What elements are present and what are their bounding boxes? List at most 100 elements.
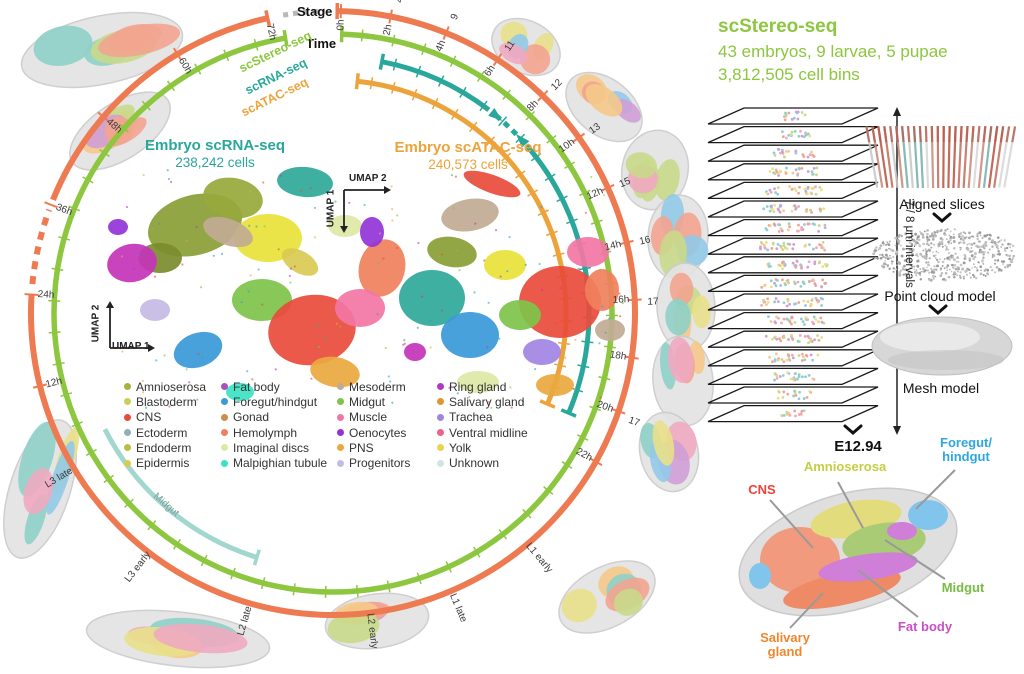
step-aligned-slices: Aligned slices bbox=[899, 196, 985, 212]
step-point-cloud: Point cloud model bbox=[884, 288, 996, 304]
legend-dot-icon bbox=[337, 459, 344, 467]
embryo-model bbox=[491, 17, 561, 77]
legend-label: Endoderm bbox=[136, 440, 192, 455]
umap-rna-x-label: UMAP 1 bbox=[112, 341, 150, 352]
legend-label: Midgut bbox=[349, 394, 386, 409]
legend-label: Malpighian tubule bbox=[233, 456, 328, 471]
legend-label: Foregut/hindgut bbox=[233, 394, 318, 409]
legend-column: Fat body Foregut/hindgut Gonad Hemolymph Ima… bbox=[221, 379, 327, 471]
legend-item: Epidermis bbox=[124, 455, 206, 470]
legend-dot-icon bbox=[124, 413, 131, 421]
umap-axes bbox=[106, 186, 391, 352]
label-amnioserosa: Amnioserosa bbox=[803, 459, 887, 474]
time-ring-label: Time bbox=[306, 36, 337, 51]
legend-dot-icon bbox=[221, 383, 228, 391]
legend-item: Endoderm bbox=[124, 440, 206, 455]
legend-dot-icon bbox=[124, 429, 131, 437]
legend-label: Hemolymph bbox=[233, 425, 298, 440]
embryo-model bbox=[3, 419, 80, 559]
legend-dot-icon bbox=[437, 383, 444, 391]
label-midgut: Midgut bbox=[941, 580, 985, 595]
legend-dot-icon bbox=[437, 444, 444, 452]
embryo-3d-models bbox=[3, 11, 716, 669]
legend-label: Trachea bbox=[449, 410, 493, 425]
umap-rna-title: Embryo scRNA-seq bbox=[144, 137, 286, 154]
umap-atac-y-label: UMAP 1 bbox=[325, 189, 337, 228]
legend-label: Fat body bbox=[233, 379, 280, 394]
legend-label: Yolk bbox=[449, 440, 472, 455]
embryo-model bbox=[620, 129, 690, 211]
embryo-stage-title: E12.94 bbox=[834, 438, 882, 455]
legend-dot-icon bbox=[221, 398, 228, 406]
legend-dot-icon bbox=[437, 429, 444, 437]
legend-dot-icon bbox=[437, 413, 444, 421]
umap-atac-x-label: UMAP 2 bbox=[349, 173, 387, 184]
legend-dot-icon bbox=[337, 429, 344, 437]
legend-item: Amnioserosa bbox=[124, 379, 206, 394]
legend-item: Salivary gland bbox=[437, 394, 528, 409]
right-panel-subtitle-cellbins: 3,812,505 cell bins bbox=[718, 65, 860, 84]
legend-label: Mesoderm bbox=[349, 379, 406, 394]
legend-item: Foregut/hindgut bbox=[221, 394, 327, 409]
right-panel-title: scStereo-seq bbox=[718, 16, 838, 37]
time-tick-label: 2h bbox=[381, 23, 395, 37]
legend-label: Muscle bbox=[349, 410, 388, 425]
embryo-model bbox=[647, 193, 709, 280]
legend-item: Yolk bbox=[437, 440, 528, 455]
legend-label: Ring gland bbox=[449, 379, 507, 394]
legend-item: Ring gland bbox=[437, 379, 528, 394]
legend-column: Mesoderm Midgut Muscle Oenocytes PNS Progenit… bbox=[337, 379, 410, 471]
time-tick-label: 18h bbox=[608, 348, 627, 363]
umap-atac-title: Embryo scATAC-seq bbox=[394, 139, 542, 156]
right-panel-subtitle-counts: 43 embryos, 9 larvae, 5 pupae bbox=[718, 42, 948, 61]
umap-scatter-blobs bbox=[107, 166, 625, 409]
embryo-model bbox=[20, 11, 184, 89]
legend-column: Ring gland Salivary gland Trachea Ventral m… bbox=[437, 379, 528, 471]
legend-label: PNS bbox=[349, 440, 374, 455]
legend-dot-icon bbox=[337, 413, 344, 421]
legend-label: Epidermis bbox=[136, 456, 190, 471]
legend-item: Ectoderm bbox=[124, 425, 206, 440]
legend-label: Gonad bbox=[233, 410, 270, 425]
legend-dot-icon bbox=[337, 444, 344, 452]
legend-column: Amnioserosa Blastoderm CNS Ectoderm Endoderm… bbox=[124, 379, 206, 471]
label-cns: CNS bbox=[748, 482, 776, 497]
stage-tick-label: 17 bbox=[647, 296, 659, 308]
label-foregut-hindgut: Foregut/ hindgut bbox=[940, 435, 992, 465]
embryo-model bbox=[558, 560, 656, 634]
time-tick-label: 24h bbox=[36, 289, 55, 302]
legend-item: Blastoderm bbox=[124, 394, 206, 409]
circular-timeline-rings bbox=[24, 3, 642, 618]
legend-item: Ventral midline bbox=[437, 425, 528, 440]
legend-item: Midgut bbox=[337, 394, 410, 409]
embryo-model bbox=[565, 71, 643, 143]
legend-dot-icon bbox=[437, 398, 444, 406]
legend-item: Imaginal discs bbox=[221, 440, 327, 455]
umap-rna-cells: 238,242 cells bbox=[175, 155, 255, 170]
embryo-model bbox=[652, 335, 714, 427]
legend-label: Imaginal discs bbox=[233, 440, 310, 455]
legend-item: Malpighian tubule bbox=[221, 455, 327, 470]
legend-dot-icon bbox=[124, 383, 131, 391]
umap-atac-cells: 240,573 cells bbox=[428, 157, 508, 172]
legend-dot-icon bbox=[124, 459, 131, 467]
legend-dot-icon bbox=[221, 459, 228, 467]
legend-label: Ventral midline bbox=[449, 425, 528, 440]
legend-dot-icon bbox=[337, 398, 344, 406]
label-salivary-gland: Salivary gland bbox=[760, 630, 810, 660]
embryo-model bbox=[638, 411, 700, 493]
legend-dot-icon bbox=[124, 444, 131, 452]
legend-label: Salivary gland bbox=[449, 394, 525, 409]
legend-item: CNS bbox=[124, 410, 206, 425]
legend-item: Fat body bbox=[221, 379, 327, 394]
legend-label: Oenocytes bbox=[349, 425, 407, 440]
legend-item: Oenocytes bbox=[337, 425, 410, 440]
legend-item: Progenitors bbox=[337, 455, 410, 470]
legend-dot-icon bbox=[221, 429, 228, 437]
right-panel-art bbox=[707, 107, 1017, 629]
time-tick-label: 0h bbox=[334, 19, 347, 31]
legend-label: Ectoderm bbox=[136, 425, 188, 440]
legend-dot-icon bbox=[437, 459, 444, 467]
